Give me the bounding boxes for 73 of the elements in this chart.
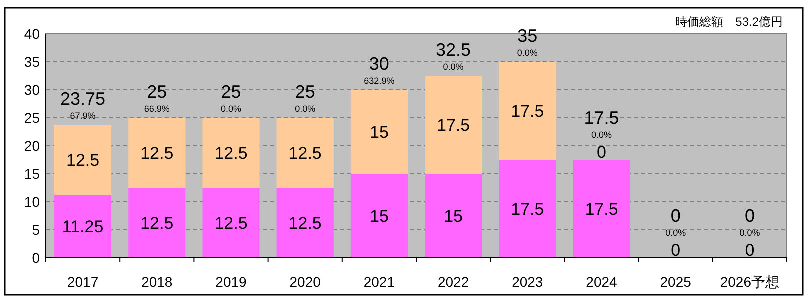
annotation: 0.0% (295, 104, 316, 114)
bar (54, 195, 112, 258)
x-tick-label: 2019 (216, 274, 248, 290)
annotation: 0.0% (220, 104, 242, 114)
bar (54, 125, 112, 195)
y-tick-label: 15 (24, 166, 40, 182)
data-label: 0 (597, 143, 606, 162)
bar (276, 188, 334, 258)
annotation: 632.9% (364, 76, 395, 86)
x-tick-label: 2018 (142, 274, 173, 290)
y-tick-label: 25 (24, 110, 40, 126)
annotation: 0.0% (591, 130, 612, 140)
data-label: 12.5 (66, 151, 100, 170)
y-tick-label: 35 (24, 54, 40, 70)
total-label: 23.75 (60, 89, 106, 109)
bar (128, 188, 186, 258)
data-label: 12.5 (288, 214, 322, 233)
total-label: 0 (671, 241, 681, 260)
data-label: 12.5 (288, 144, 322, 163)
total-label: 25 (147, 82, 168, 102)
data-label: 15 (370, 207, 389, 226)
x-tick-label: 2026予想 (720, 274, 780, 290)
data-label: 11.25 (62, 218, 104, 236)
bar (202, 188, 260, 258)
data-label: 15 (444, 207, 464, 226)
data-label: 12.5 (214, 214, 248, 233)
y-tick-label: 30 (24, 82, 40, 98)
annotation: 67.9% (70, 111, 96, 121)
total-label: 0 (745, 241, 755, 260)
annotation: 0.0% (443, 62, 464, 72)
bar (499, 160, 556, 258)
x-tick-label: 2017 (67, 274, 99, 290)
x-tick-label: 2020 (290, 274, 322, 290)
y-tick-label: 0 (32, 250, 40, 266)
bar (425, 174, 482, 258)
data-label: 17.5 (511, 200, 544, 219)
x-tick-label: 2023 (512, 274, 544, 290)
bar (425, 76, 482, 174)
data-label: 17.5 (585, 200, 618, 219)
annotation: 0.0% (740, 228, 760, 238)
data-label: 12.5 (140, 214, 174, 233)
annotation: 0.0% (666, 228, 686, 238)
data-label: 17.5 (511, 102, 544, 121)
bar (499, 62, 556, 160)
total-label: 17.5 (584, 108, 620, 128)
data-label: 12.5 (214, 144, 248, 163)
y-tick-label: 20 (24, 138, 40, 154)
annotation: 66.9% (144, 104, 170, 114)
total-label: 32.5 (436, 40, 472, 60)
x-tick-label: 2022 (438, 274, 470, 290)
data-label: 0 (670, 206, 681, 226)
data-label: 0 (744, 206, 755, 226)
data-label: 15 (370, 123, 389, 142)
bar (276, 118, 334, 188)
bar (202, 118, 260, 188)
total-label: 25 (221, 82, 242, 102)
total-label: 25 (295, 82, 316, 102)
bar (350, 174, 408, 258)
x-tick-label: 2021 (364, 274, 396, 290)
chart-title: 時価総額 53.2億円 (676, 15, 783, 29)
y-tick-label: 10 (24, 194, 40, 210)
annotation: 0.0% (517, 48, 538, 58)
data-label: 12.5 (140, 144, 174, 163)
x-tick-label: 2025 (660, 274, 692, 290)
bar (350, 90, 408, 174)
total-label: 30 (369, 54, 390, 74)
total-label: 35 (518, 26, 538, 46)
bar (128, 118, 186, 188)
y-tick-label: 40 (24, 26, 40, 42)
x-tick-label: 2024 (586, 274, 618, 290)
y-tick-label: 5 (32, 222, 40, 238)
bar (573, 160, 630, 258)
data-label: 17.5 (437, 116, 470, 135)
